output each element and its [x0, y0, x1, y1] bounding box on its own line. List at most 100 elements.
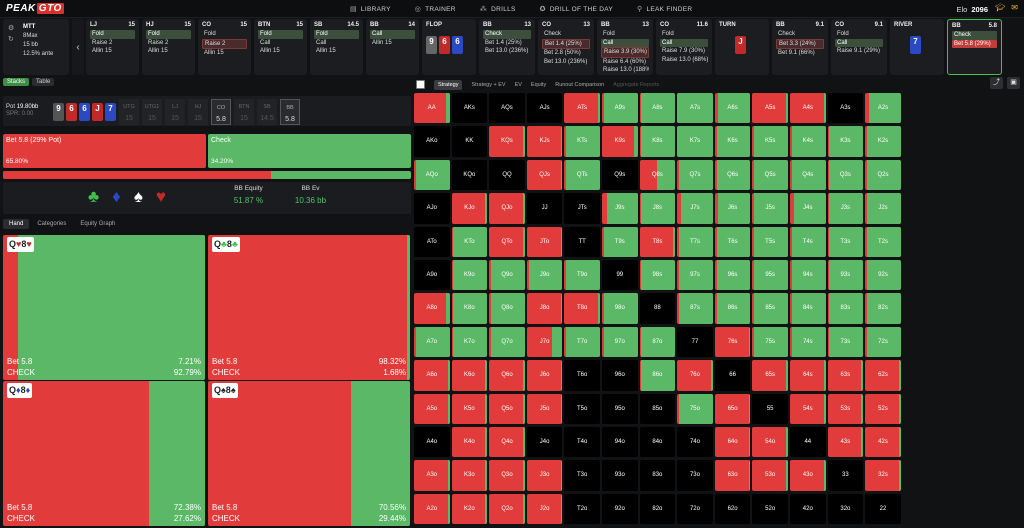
matrix-cell-74s[interactable]: 74s	[790, 326, 826, 358]
matrix-cell-Q2o[interactable]: Q2o	[489, 493, 525, 525]
action-option[interactable]: Fold	[314, 30, 359, 39]
matrix-cell-95s[interactable]: 95s	[752, 260, 788, 291]
action-option[interactable]: Bet 1.4 (25%)	[542, 38, 590, 49]
matrix-cell-K8s[interactable]: K8s	[639, 126, 676, 157]
action-option[interactable]: Allin 15	[316, 48, 336, 54]
matrix-cell-76s[interactable]: 76s	[714, 326, 751, 358]
matrix-cell-T8s[interactable]: T8s	[639, 226, 676, 257]
nav-drill-of-the-day[interactable]: ✪ DRILL OF THE DAY	[540, 5, 613, 14]
action-option[interactable]: Raise 3.9 (30%)	[601, 47, 649, 58]
matrix-cell-J3o[interactable]: J3o	[526, 460, 563, 491]
seat-lj[interactable]: LJ 15 Fold Raise 2 Allin 15	[86, 19, 139, 75]
club-icon[interactable]: ♣	[88, 187, 100, 206]
matrix-cell-J2s[interactable]: J2s	[865, 193, 901, 224]
matrix-cell-J4s[interactable]: J4s	[790, 193, 826, 224]
seat-co[interactable]: CO 11.6 Fold Call Raise 7.9 (30%) Raise 13.0 …	[656, 19, 712, 75]
action-option[interactable]: Allin 15	[260, 48, 280, 54]
matrix-cell-A3s[interactable]: A3s	[827, 93, 864, 124]
matrix-cell-86s[interactable]: 86s	[714, 293, 751, 324]
matrix-cell-JTs[interactable]: JTs	[564, 193, 600, 224]
matrix-cell-Q3s[interactable]: Q3s	[827, 159, 864, 191]
matrix-cell-77[interactable]: 77	[677, 326, 713, 358]
diamond-icon[interactable]: ♦	[112, 187, 121, 206]
matrix-cell-87s[interactable]: 87s	[677, 293, 713, 324]
matrix-cell-A7s[interactable]: A7s	[677, 93, 713, 124]
matrix-cell-A4o[interactable]: A4o	[414, 427, 450, 458]
matrix-cell-84o[interactable]: 84o	[639, 427, 676, 458]
seat-btn[interactable]: BTN 15 Fold Call Allin 15	[254, 19, 307, 75]
matrix-cell-Q4s[interactable]: Q4s	[790, 159, 826, 191]
action-option[interactable]: Raise 6.4 (60%)	[603, 58, 647, 65]
matrix-cell-73o[interactable]: 73o	[677, 460, 713, 491]
matrix-cell-J2o[interactable]: J2o	[526, 493, 563, 525]
matrix-cell-32s[interactable]: 32s	[865, 460, 901, 491]
matrix-cell-J5o[interactable]: J5o	[526, 393, 563, 424]
seat-turn[interactable]: TURN J	[715, 19, 769, 75]
matrix-cell-42o[interactable]: 42o	[790, 493, 826, 525]
matrix-cell-73s[interactable]: 73s	[827, 326, 864, 358]
matrix-cell-K6s[interactable]: K6s	[714, 126, 751, 157]
matrix-cell-K8o[interactable]: K8o	[451, 293, 488, 324]
matrix-cell-J6o[interactable]: J6o	[526, 360, 563, 391]
tab-runout-comparison[interactable]: Runout Comparison	[555, 81, 605, 88]
matrix-cell-93s[interactable]: 93s	[827, 260, 864, 291]
matrix-cell-T2s[interactable]: T2s	[865, 226, 901, 257]
matrix-cell-97o[interactable]: 97o	[602, 326, 638, 358]
matrix-cell-KTo[interactable]: KTo	[451, 226, 488, 257]
matrix-cell-86o[interactable]: 86o	[639, 360, 676, 391]
matrix-cell-AQs[interactable]: AQs	[489, 93, 525, 124]
matrix-cell-J4o[interactable]: J4o	[526, 427, 563, 458]
hand-combo[interactable]: Q♣8♣ Bet 5.8 CHECK 98.32% 1.68%	[208, 235, 410, 380]
action-option[interactable]: Raise 13.0 (68%)	[662, 56, 708, 63]
matrix-cell-66[interactable]: 66	[714, 360, 751, 391]
matrix-cell-T5s[interactable]: T5s	[752, 226, 788, 257]
matrix-cell-T5o[interactable]: T5o	[564, 393, 600, 424]
action-option[interactable]: Call	[316, 39, 327, 46]
matrix-cell-A7o[interactable]: A7o	[414, 326, 450, 358]
matrix-cell-64o[interactable]: 64o	[714, 427, 751, 458]
subtab-categories[interactable]: Categories	[37, 221, 67, 227]
action-option[interactable]: Check	[778, 31, 796, 37]
action-option[interactable]: Allin 15	[92, 48, 112, 54]
action-option[interactable]: Raise 9.1 (29%)	[837, 48, 881, 54]
matrix-cell-A8o[interactable]: A8o	[414, 293, 450, 324]
matrix-cell-97s[interactable]: 97s	[677, 260, 713, 291]
matrix-cell-85s[interactable]: 85s	[752, 293, 788, 324]
matrix-cell-J6s[interactable]: J6s	[714, 193, 751, 224]
seat-flop[interactable]: FLOP 9 6 6	[422, 19, 476, 75]
matrix-cell-83o[interactable]: 83o	[639, 460, 676, 491]
subtab-hand[interactable]: Hand	[3, 219, 30, 229]
logo[interactable]: PEAK GTO	[6, 3, 64, 14]
tab-equity[interactable]: Equity	[530, 81, 547, 88]
chat-icon[interactable]: ✉︎	[1011, 3, 1018, 12]
nav-trainer[interactable]: ◎ TRAINER	[415, 5, 456, 14]
matrix-cell-62s[interactable]: 62s	[865, 360, 901, 391]
matrix-cell-J8o[interactable]: J8o	[526, 293, 563, 324]
seat-sb[interactable]: SB 14.5 Fold Call Allin 15	[310, 19, 363, 75]
matrix-cell-K5o[interactable]: K5o	[451, 393, 488, 424]
matrix-cell-T4o[interactable]: T4o	[564, 427, 600, 458]
matrix-cell-ATs[interactable]: ATs	[564, 93, 600, 124]
matrix-cell-94o[interactable]: 94o	[602, 427, 638, 458]
matrix-cell-Q5o[interactable]: Q5o	[489, 393, 525, 424]
stack-utg1[interactable]: UTG1 15	[142, 99, 162, 125]
matrix-cell-92o[interactable]: 92o	[602, 493, 638, 525]
matrix-cell-75o[interactable]: 75o	[677, 393, 713, 424]
matrix-cell-K2o[interactable]: K2o	[451, 493, 488, 525]
action-option[interactable]: Check	[483, 30, 531, 39]
nav-library[interactable]: ▤ LIBRARY	[350, 5, 391, 14]
matrix-cell-K9s[interactable]: K9s	[602, 126, 638, 157]
matrix-cell-AJo[interactable]: AJo	[414, 193, 450, 224]
matrix-cell-T6o[interactable]: T6o	[564, 360, 600, 391]
matrix-cell-KK[interactable]: KK	[451, 126, 488, 157]
matrix-cell-A6s[interactable]: A6s	[714, 93, 751, 124]
matrix-cell-63s[interactable]: 63s	[827, 360, 864, 391]
matrix-cell-K7s[interactable]: K7s	[677, 126, 713, 157]
action-option[interactable]: Bet 2.8 (50%)	[544, 50, 581, 56]
matrix-cell-T4s[interactable]: T4s	[790, 226, 826, 257]
action-option[interactable]: Fold	[837, 31, 849, 37]
matrix-cell-93o[interactable]: 93o	[602, 460, 638, 491]
matrix-cell-K7o[interactable]: K7o	[451, 326, 488, 358]
action-option[interactable]: Bet 5.8 (29%)	[952, 39, 997, 48]
action-option[interactable]: Raise 7.9 (30%)	[662, 48, 706, 54]
